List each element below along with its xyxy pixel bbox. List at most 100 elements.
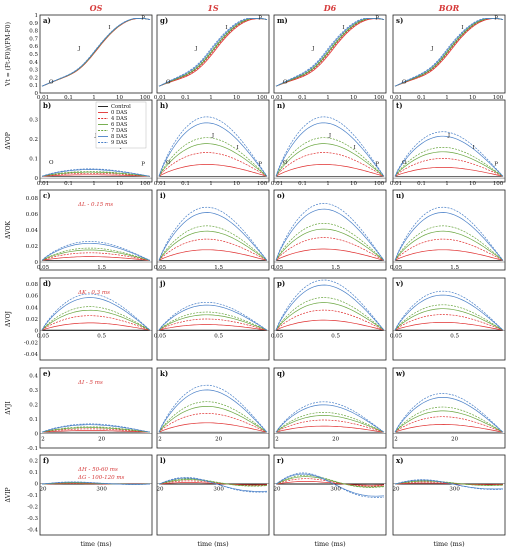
series-line-0-das [394,167,504,177]
series-line-9-das [394,393,504,433]
phase-label-P: P [141,16,145,22]
series-line-8-das [41,242,151,261]
series-line-0-das [158,18,268,87]
phase-label-O: O [402,80,407,86]
series-line-9-das [158,477,268,493]
panel-letter: h) [160,101,168,110]
column-titles: OS 1S D6 BOR [90,3,460,13]
legend-label: 6 DAS [111,122,128,128]
series-line-0-das [275,319,385,331]
y-tick-label: 0 [35,176,39,182]
series-line-7-das [158,18,268,87]
x-tick-label: 0.01 [390,181,402,187]
series-line-7-das [275,297,385,331]
x-tick-label: 0.1 [298,95,307,101]
series-line-8-das [275,404,385,433]
panel-frame [392,99,506,183]
panel-letter: f) [43,456,49,465]
series-line-8-das [158,389,268,433]
series-line-0-das [158,422,268,433]
y-tick-label: 0.06 [26,294,39,300]
x-axis-labels: time (ms) time (ms) time (ms) time (ms) [80,540,465,548]
x-tick-label: 1 [92,181,96,187]
x-tick-label: 0.05 [154,265,167,271]
panel-x: x) 20 300 [392,454,506,536]
y-axis-label-row-5: ΔVJI [5,401,12,415]
y-tick-label: 0.6 [29,44,38,50]
y-tick-label: 0.02 [26,244,38,250]
y-tick-label: 0.2 [29,75,38,81]
panel-e: e) 2 20 ΔI - 5 ms [39,367,153,449]
x-tick-label: 20 [451,436,458,442]
panel-letter: v) [395,279,403,288]
series-line-0-das [41,322,151,331]
series-line-8-das [275,18,385,87]
series-line-6-das [41,309,151,331]
series-line-8-das [275,122,385,177]
series-line-0-das [394,18,504,87]
x-tick-label: 1 [445,181,449,187]
x-tick-label: 2 [41,436,45,442]
x-tick-label: 0.05 [390,265,403,271]
panel-letter: c) [43,191,51,200]
panel-w: w) 2 20 [392,367,506,449]
legend-label: 9 DAS [111,140,128,146]
phase-label-I: I [461,25,463,31]
phase-label-O: O [166,80,171,86]
series-line-9-das [41,481,151,485]
x-tick-label: 0.01 [154,181,166,187]
series-line-9-das [158,206,268,261]
panel-letter: q) [277,369,285,378]
x-tick-label: 0.1 [417,181,426,187]
panel-letter: w) [395,369,405,378]
series-line-4-das [275,478,385,487]
y-tick-label: 1 [35,13,39,19]
x-tick-label: 100 [140,181,151,187]
x-tick-label: 20 [274,487,281,493]
y-tick-label: -0.1 [27,446,38,452]
panel-grid: Vt = (Ft-F0)/(FM-F0)00.10.20.30.40.50.60… [5,13,506,536]
y-tick-label: 0.3 [29,118,38,124]
series-line-7-das [41,306,151,331]
phase-label-I: I [354,145,356,151]
series-line-0-das [275,425,385,433]
x-tick-label: 0.05 [37,334,50,340]
x-tick-label: 10 [116,95,123,101]
y-tick-label: 0.1 [29,417,38,423]
x-tick-label: 1 [326,95,330,101]
y-tick-label: 0 [35,482,39,488]
x-tick-label: 0.01 [390,95,402,101]
panel-frame [156,14,270,94]
phase-label-I: I [108,25,110,31]
panel-frame [39,454,153,536]
panel-letter: n) [277,101,285,110]
series-line-7-das [275,474,385,488]
series-line-7-das [394,480,504,486]
series-line-6-das [394,151,504,177]
series-line-6-das [41,427,151,433]
phase-label-J: J [311,46,314,52]
phase-label-P: P [141,162,145,168]
series-line-0-das [394,249,504,261]
x-tick-label: 1.5 [97,265,106,271]
series-line-0-das [158,324,268,331]
series-line-4-das [158,480,268,486]
legend-label: 0 DAS [111,110,128,116]
series-line-4-das [394,238,504,261]
panel-j: j) 0.05 0.5 [154,277,270,361]
series-line-8-das [158,18,268,87]
panel-frame [156,189,270,271]
x-tick-label: 1 [209,95,213,101]
legend-label: 7 DAS [111,128,128,134]
series-line-4-das [158,318,268,331]
y-tick-label: 0.08 [26,196,39,202]
series-line-9-das [394,131,504,177]
y-axis-label-row-4: ΔVOJ [5,310,12,326]
x-tick-label: 1 [92,95,96,101]
x-tick-label: 10 [350,95,357,101]
x-tick-label: 100 [493,181,504,187]
panel-letter: g) [160,16,168,25]
panel-frame [392,454,506,536]
